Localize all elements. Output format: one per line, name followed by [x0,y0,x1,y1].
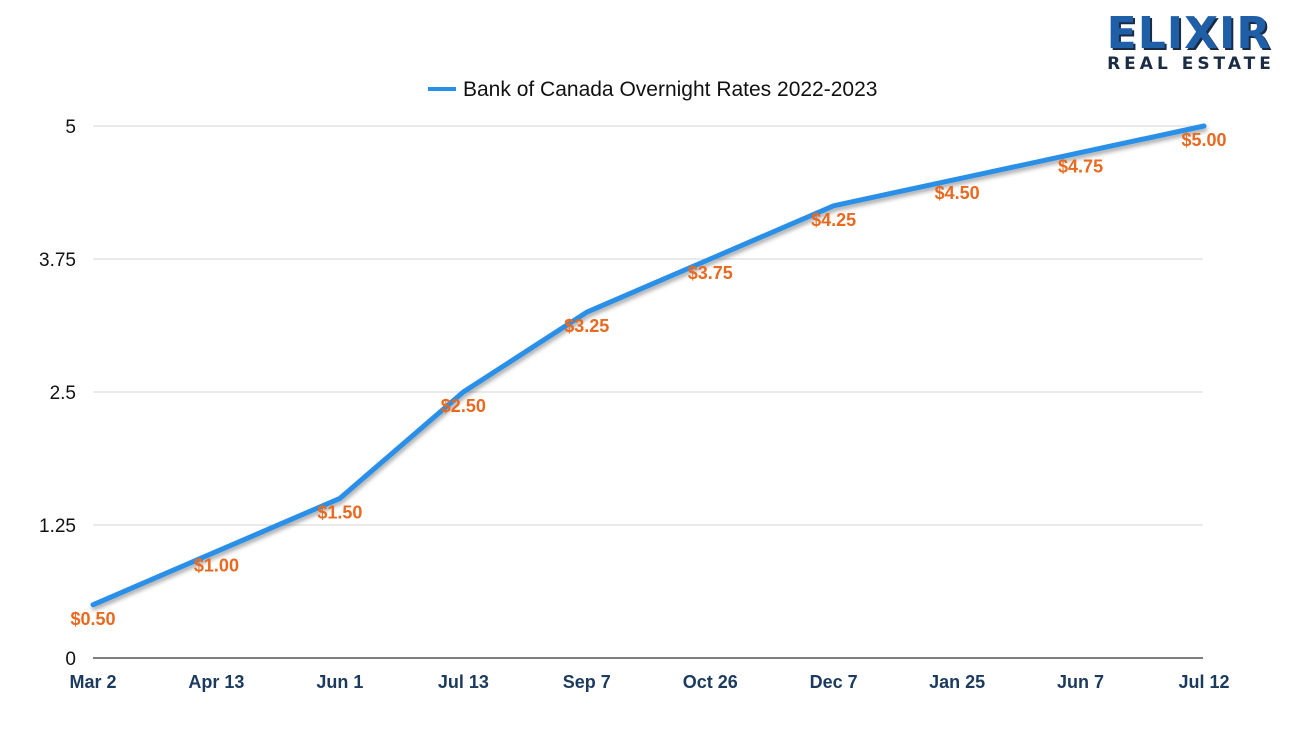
x-tick-label: Jan 25 [929,672,985,692]
series-line [90,123,1207,608]
y-tick-label: 5 [65,117,76,138]
data-label: $4.50 [935,183,980,203]
data-label: $3.75 [688,263,733,283]
x-tick-label: Jul 13 [438,672,489,692]
legend-label: Bank of Canada Overnight Rates 2022-2023 [463,78,877,101]
x-tick-label: Apr 13 [188,672,244,692]
y-tick-label: 3.75 [39,250,76,271]
chart-legend: Bank of Canada Overnight Rates 2022-2023 [428,78,877,101]
x-tick-label: Mar 2 [69,672,116,692]
y-tick-label: 0 [65,649,76,670]
logo-wordmark: ELIXIR [1106,8,1272,59]
data-label: $1.50 [317,502,362,522]
data-label: $0.50 [70,609,115,629]
data-label: $2.50 [441,396,486,416]
x-tick-label: Sep 7 [563,672,611,692]
x-tick-label: Oct 26 [683,672,738,692]
y-tick-label: 2.5 [50,383,76,404]
data-label: $5.00 [1181,130,1226,150]
elixir-logo: ELIXIR REAL ESTATE [1098,8,1284,74]
y-tick-label: 1.25 [39,516,76,537]
x-tick-label: Jun 1 [316,672,363,692]
data-label: $4.75 [1058,157,1103,177]
data-label: $4.25 [811,210,856,230]
x-tick-label: Jun 7 [1057,672,1104,692]
x-tick-label: Jul 12 [1178,672,1229,692]
data-label: $1.00 [194,556,239,576]
logo-subline: REAL ESTATE [1107,54,1275,74]
data-label: $3.25 [564,316,609,336]
x-tick-label: Dec 7 [810,672,858,692]
